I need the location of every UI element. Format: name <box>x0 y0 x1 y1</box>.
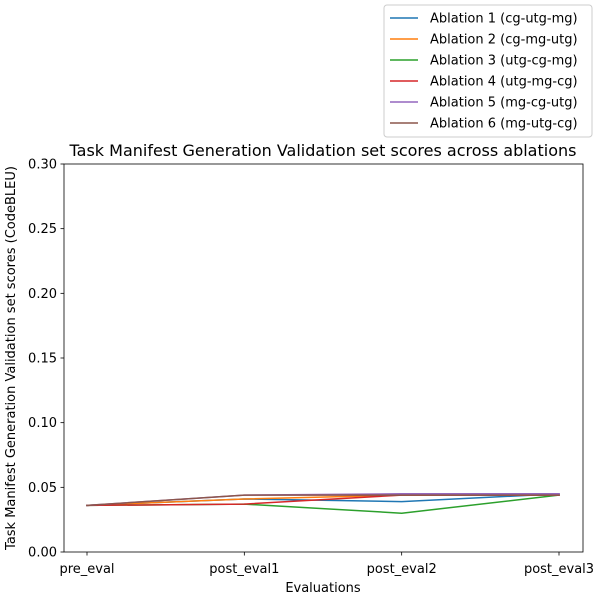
legend-label: Ablation 1 (cg-utg-mg) <box>430 12 578 27</box>
y-tick-label: 0.05 <box>28 481 57 496</box>
plot-area: 0.00 0.05 0.10 0.15 0.20 0.25 0.30 pre_eval post… <box>28 158 594 578</box>
series-group <box>86 493 560 514</box>
legend-label: Ablation 5 (mg-cg-utg) <box>430 96 578 111</box>
series-line-6 <box>86 494 560 507</box>
chart-title: Task Manifest Generation Validation set … <box>69 141 577 160</box>
legend-item: Ablation 5 (mg-cg-utg) <box>390 96 578 111</box>
x-axis-label: Evaluations <box>285 581 361 596</box>
legend-label: Ablation 4 (utg-mg-cg) <box>430 75 578 90</box>
x-tick-label: post_eval3 <box>524 562 594 577</box>
y-tick-label: 0.25 <box>28 222 57 237</box>
y-tick-label: 0.15 <box>28 352 57 367</box>
x-tick-label: pre_eval <box>59 562 114 577</box>
y-tick-label: 0.00 <box>28 546 57 561</box>
legend-frame <box>383 4 593 138</box>
y-tick-label: 0.30 <box>28 158 57 173</box>
legend-item: Ablation 2 (cg-mg-utg) <box>390 33 578 48</box>
legend: Ablation 1 (cg-utg-mg) Ablation 2 (cg-mg-… <box>383 4 593 138</box>
legend-label: Ablation 6 (mg-utg-cg) <box>430 117 578 132</box>
legend-label: Ablation 3 (utg-cg-mg) <box>430 54 578 69</box>
legend-item: Ablation 6 (mg-utg-cg) <box>390 117 578 132</box>
y-tick-label: 0.20 <box>28 287 57 302</box>
legend-label: Ablation 2 (cg-mg-utg) <box>430 33 578 48</box>
x-tick-label: post_eval2 <box>367 562 437 577</box>
y-axis-label: Task Manifest Generation Validation set … <box>4 166 19 551</box>
legend-item: Ablation 3 (utg-cg-mg) <box>390 54 578 69</box>
x-tick-label: post_eval1 <box>209 562 279 577</box>
y-tick-label: 0.10 <box>28 416 57 431</box>
legend-item: Ablation 1 (cg-utg-mg) <box>390 12 578 27</box>
legend-item: Ablation 4 (utg-mg-cg) <box>390 75 578 90</box>
